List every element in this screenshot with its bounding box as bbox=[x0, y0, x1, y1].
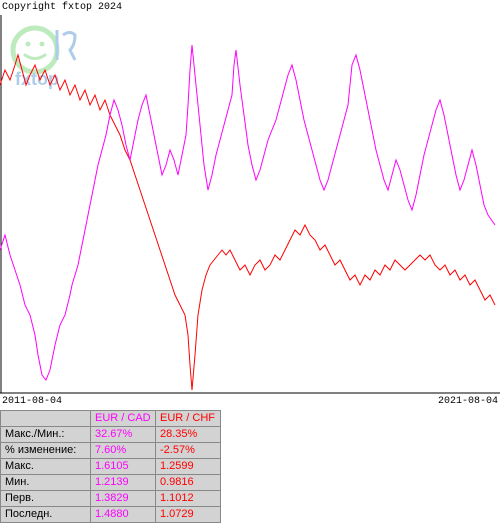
stats-table: EUR / CAD EUR / CHF Макс./Мин.:32.67%28.… bbox=[0, 410, 221, 523]
table-row: Макс./Мин.:32.67%28.35% bbox=[1, 427, 221, 443]
table-row: % изменение:7.60%-2.57% bbox=[1, 443, 221, 459]
row-value-s2: 1.0729 bbox=[156, 507, 221, 523]
row-label: Последн. bbox=[1, 507, 91, 523]
x-axis-end-label: 2021-08-04 bbox=[438, 396, 498, 407]
row-label: % изменение: bbox=[1, 443, 91, 459]
row-value-s2: -2.57% bbox=[156, 443, 221, 459]
series-line-eur-chf bbox=[0, 55, 495, 390]
table-row: Мин.1.21390.9816 bbox=[1, 475, 221, 491]
row-label: Мин. bbox=[1, 475, 91, 491]
chart-svg bbox=[0, 15, 500, 395]
row-value-s1: 1.2139 bbox=[91, 475, 156, 491]
chart-area bbox=[0, 15, 500, 395]
row-value-s1: 1.4880 bbox=[91, 507, 156, 523]
row-label: Макс./Мин.: bbox=[1, 427, 91, 443]
row-value-s1: 1.3829 bbox=[91, 491, 156, 507]
row-value-s1: 1.6105 bbox=[91, 459, 156, 475]
table-row: Макс.1.61051.2599 bbox=[1, 459, 221, 475]
table-row: Перв.1.38291.1012 bbox=[1, 491, 221, 507]
row-value-s2: 0.9816 bbox=[156, 475, 221, 491]
row-value-s2: 28.35% bbox=[156, 427, 221, 443]
table-header-row: EUR / CAD EUR / CHF bbox=[1, 411, 221, 427]
x-axis-start-label: 2011-08-04 bbox=[2, 396, 62, 407]
header-empty bbox=[1, 411, 91, 427]
copyright-text: Copyright fxtop 2024 bbox=[2, 2, 122, 13]
table-row: Последн.1.48801.0729 bbox=[1, 507, 221, 523]
row-value-s1: 32.67% bbox=[91, 427, 156, 443]
series-line-eur-cad bbox=[0, 45, 495, 380]
row-value-s2: 1.1012 bbox=[156, 491, 221, 507]
row-label: Перв. bbox=[1, 491, 91, 507]
row-value-s1: 7.60% bbox=[91, 443, 156, 459]
header-series1: EUR / CAD bbox=[91, 411, 156, 427]
header-series2: EUR / CHF bbox=[156, 411, 221, 427]
row-label: Макс. bbox=[1, 459, 91, 475]
row-value-s2: 1.2599 bbox=[156, 459, 221, 475]
